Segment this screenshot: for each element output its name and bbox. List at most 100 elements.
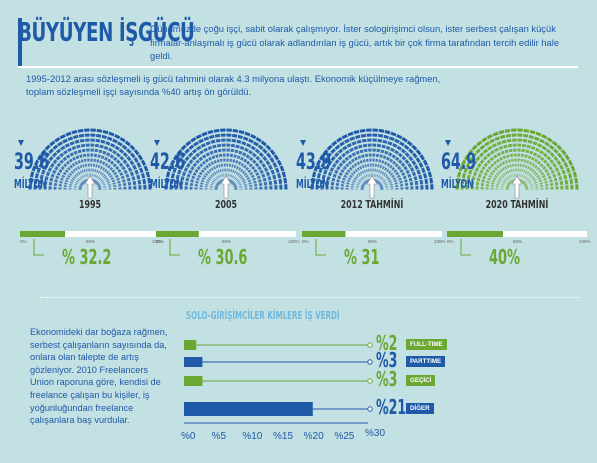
gauge-spoke: [376, 133, 398, 180]
bar-category-chip: FULL-TIME: [406, 339, 447, 350]
share-bar-track: [302, 231, 442, 237]
share-connector: [169, 239, 180, 256]
gauge-spoke: [524, 143, 559, 182]
gauge-spoke: [525, 148, 564, 183]
share-scale-tick: 100%: [579, 239, 591, 244]
gauge-spoke: [523, 139, 554, 181]
gauge-year-label: 2012 TAHMİNİ: [340, 198, 404, 211]
gauge-share-percent: % 30.6: [198, 245, 248, 269]
gauge-spoke: [101, 176, 151, 188]
x-axis-tick-label: %30: [365, 428, 386, 439]
gauge-spoke: [457, 170, 506, 187]
bar-end-dot: [367, 359, 373, 365]
gauge-spoke: [475, 143, 510, 182]
gauge-spoke: [95, 136, 122, 180]
gauge-spoke: [365, 128, 372, 179]
share-bar-fill: [156, 231, 199, 237]
gauge-spoke: [522, 136, 549, 180]
gauge-year-label: 1995: [78, 198, 102, 211]
gauge-value: 42.6: [150, 150, 186, 175]
share-scale-tick: 50%: [222, 239, 231, 244]
gauge-spoke: [340, 136, 367, 180]
x-axis-tick-label: %20: [303, 431, 324, 442]
gauge-spoke: [383, 176, 433, 188]
share-scale-tick: 0%: [447, 239, 454, 244]
stat-summary-text: 1995-2012 arası sözleşmeli iş gücü tahmi…: [26, 73, 441, 97]
gauge-spoke: [231, 136, 258, 180]
gauge-spoke: [528, 170, 577, 187]
gauge-spoke: [219, 128, 226, 179]
gauge-spoke: [92, 129, 104, 179]
bar: [184, 340, 197, 350]
gauge-spoke: [100, 158, 144, 185]
bar-value-label: %3: [376, 367, 398, 391]
gauge-spoke: [378, 139, 409, 181]
gauge-spoke: [99, 153, 141, 184]
gauge-spoke: [58, 136, 85, 180]
share-scale-tick: 0%: [302, 239, 309, 244]
gauge-spoke: [528, 183, 579, 190]
bar-chart-title: SOLO-GİRİŞİMCİLER KİMLERE İŞ VERDİ: [186, 309, 340, 322]
share-bar-track: [156, 231, 296, 237]
gauge-spoke: [480, 139, 511, 181]
gauge-spoke: [526, 153, 568, 184]
gauge-spoke: [346, 133, 368, 180]
gauge-spoke: [321, 153, 363, 184]
gauge-spoke: [64, 133, 86, 180]
gauge-spoke: [519, 129, 531, 179]
gauge-share-percent: % 32.2: [62, 245, 112, 269]
bar-end-dot: [367, 406, 373, 412]
bar: [184, 402, 313, 416]
gauge-value: 43.9: [296, 150, 332, 175]
gauge-spoke: [352, 130, 369, 179]
gauge-spoke: [70, 130, 87, 179]
share-scale-tick: 50%: [86, 239, 95, 244]
gauge-spoke: [194, 136, 221, 180]
share-scale-tick: 100%: [434, 239, 446, 244]
share-scale-tick: 100%: [152, 239, 164, 244]
section-divider: [40, 297, 580, 298]
share-scale-tick: 100%: [288, 239, 300, 244]
x-axis-tick-label: %5: [211, 431, 227, 442]
gauge-spoke: [172, 158, 216, 185]
gauge-spoke: [76, 129, 88, 179]
bar: [184, 376, 203, 386]
gauge-year-label: 2005: [214, 198, 238, 211]
gauge-spoke: [29, 176, 79, 188]
gauge-unit: MİLYON: [150, 177, 183, 191]
gauge-spoke: [30, 170, 79, 187]
gauge-spoke: [39, 153, 81, 184]
gauge-spoke: [520, 130, 537, 179]
bar-category-chip: PARTTIME: [406, 356, 446, 367]
gauge-spoke: [528, 176, 578, 188]
up-arrow-icon: [366, 175, 378, 199]
gauge-value: 64.9: [441, 150, 477, 175]
gauge-spoke: [165, 176, 215, 188]
gauge-spoke: [382, 164, 429, 186]
gauge-spoke: [94, 133, 116, 180]
gauge-spoke: [527, 158, 571, 185]
share-bar-track: [20, 231, 160, 237]
gauge-spoke: [503, 129, 515, 179]
gauge-spoke: [311, 176, 361, 188]
gauge-spoke: [229, 130, 246, 179]
gauge-spoke: [470, 148, 509, 183]
gauge-spoke: [101, 183, 152, 190]
gauge-spoke: [53, 139, 84, 181]
gauge-spoke: [380, 148, 419, 183]
gauge-spoke: [379, 143, 414, 182]
gauge-spoke: [83, 128, 90, 179]
share-bar-fill: [447, 231, 503, 237]
gauge-spoke: [230, 133, 252, 180]
gauge-spoke: [48, 143, 83, 182]
gauge-spoke: [164, 183, 215, 190]
gauge-spoke: [179, 148, 218, 183]
gauge-year-label: 2020 TAHMİNİ: [485, 198, 549, 211]
gauge-spoke: [96, 139, 127, 181]
side-text: Ekonomideki dar boğaza rağmen, serbest ç…: [30, 327, 168, 426]
gauge-2: 0% 50% 100%: [300, 128, 446, 256]
gauge-spoke: [189, 139, 220, 181]
gauge-spoke: [28, 183, 79, 190]
page-title: BÜYÜYEN İŞGÜCÜ: [18, 18, 195, 48]
